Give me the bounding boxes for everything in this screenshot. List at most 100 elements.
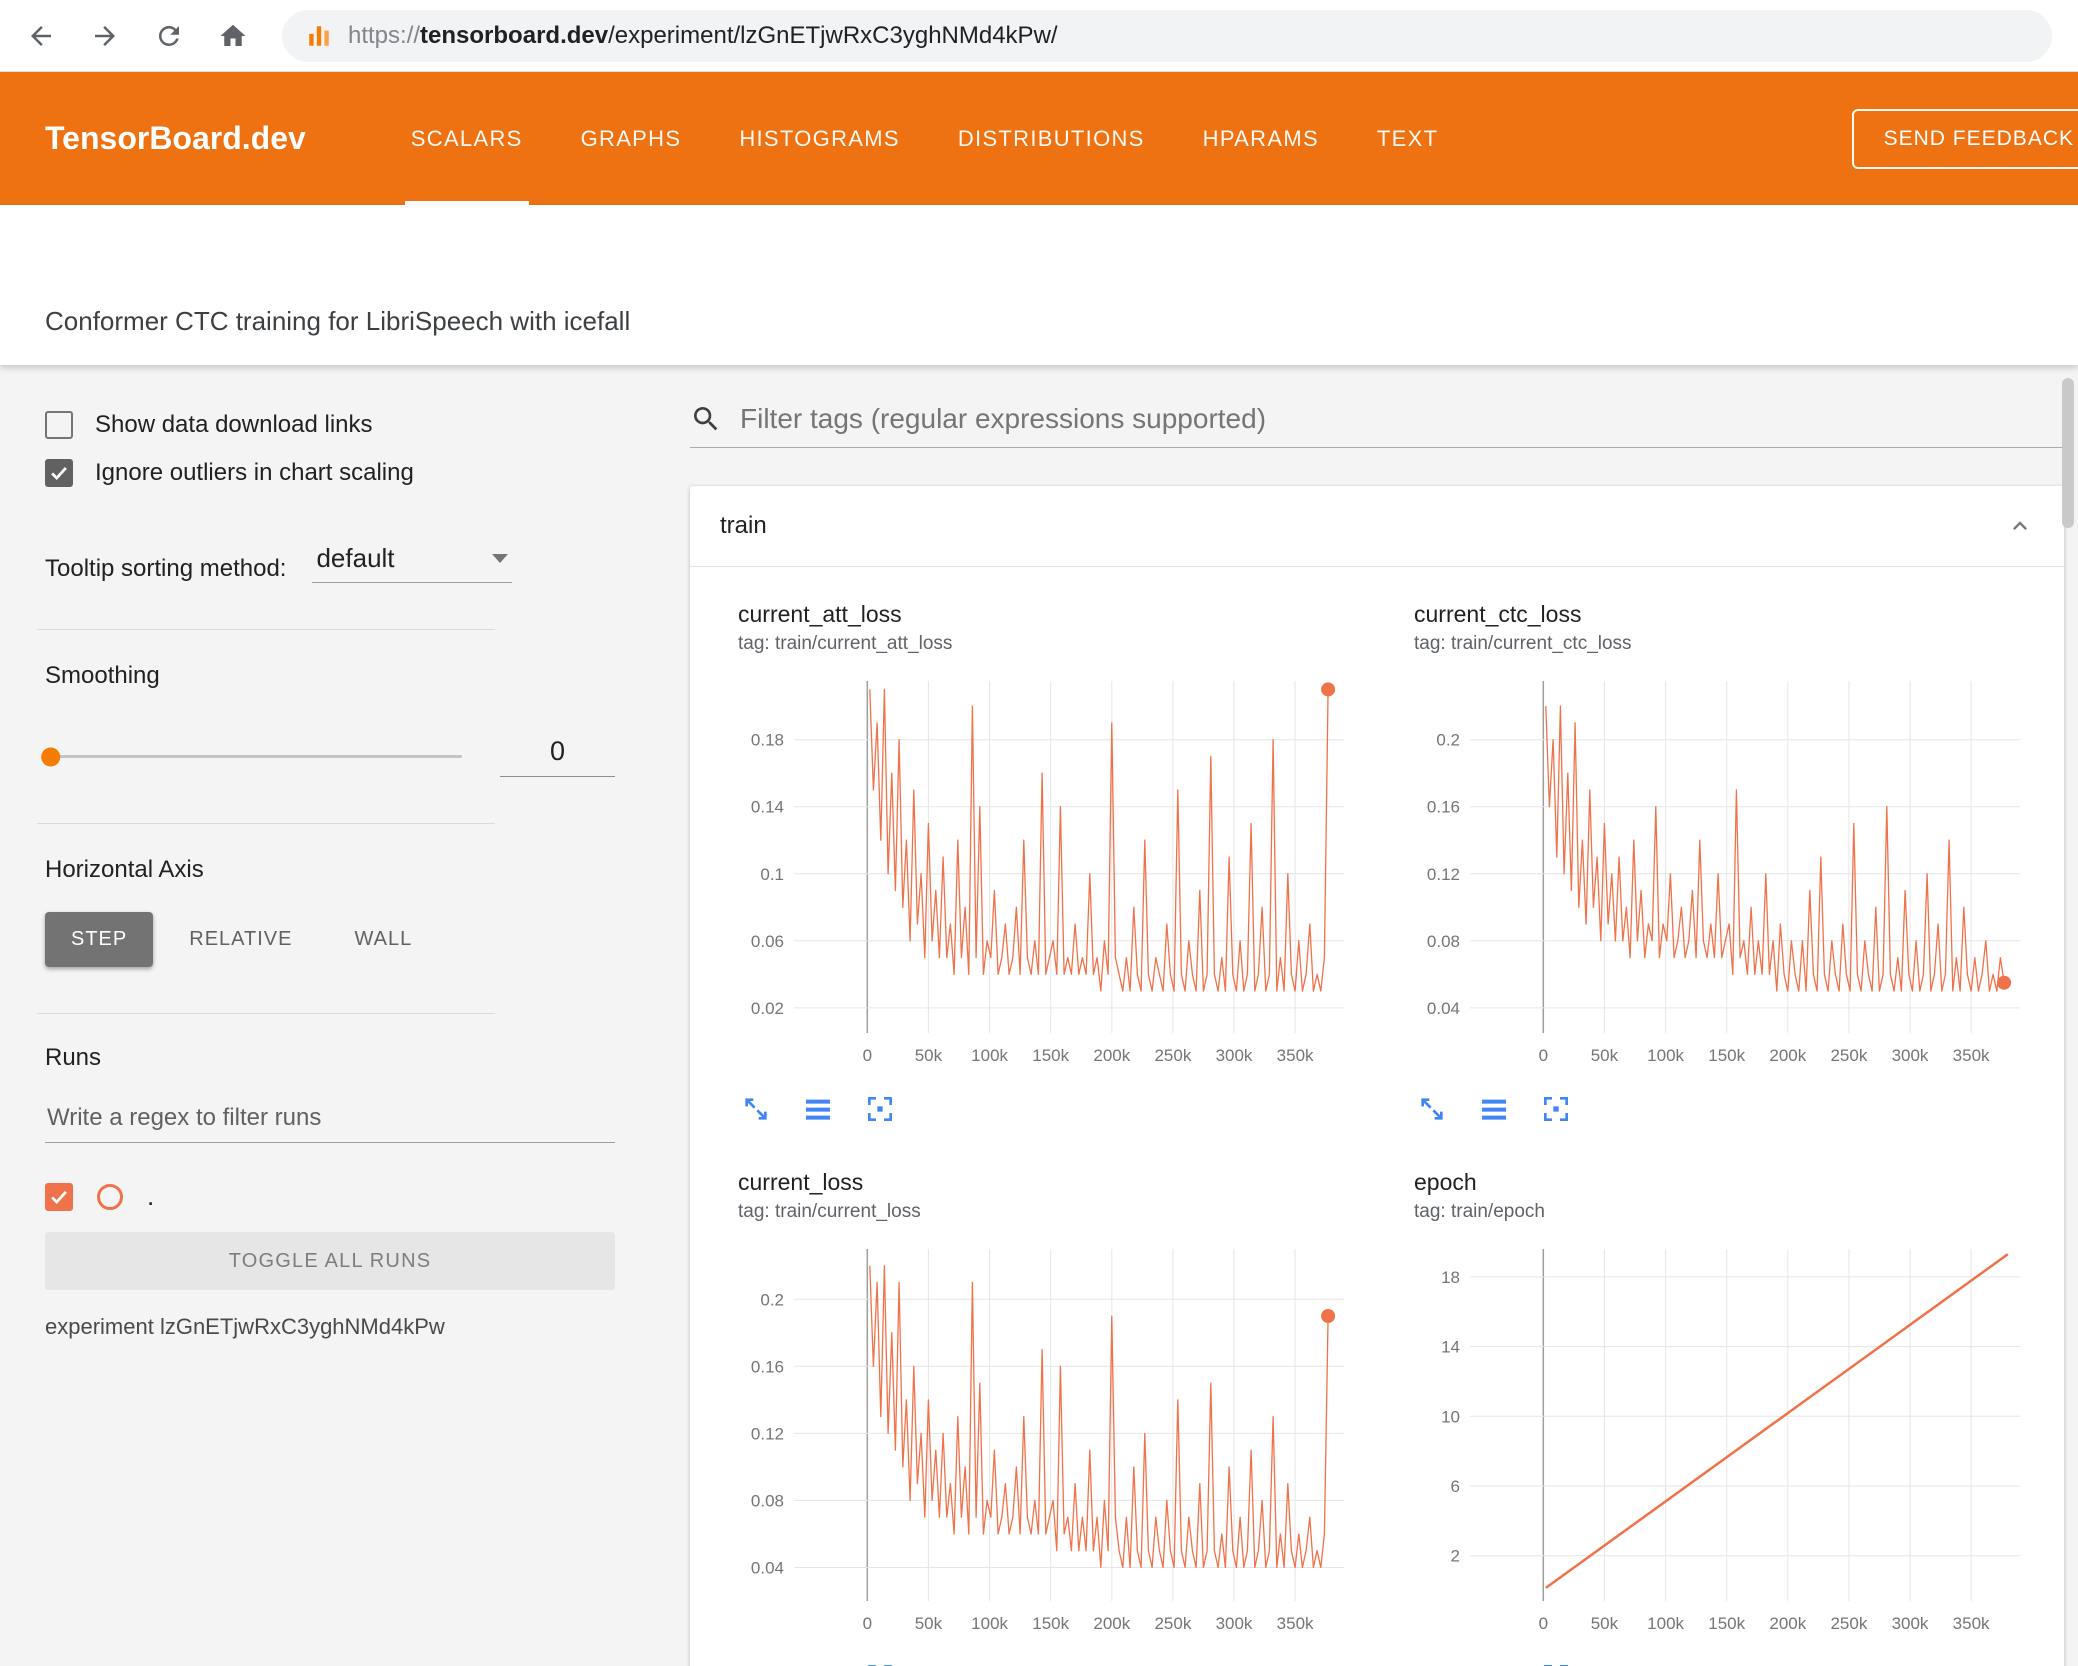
axis-wall-button[interactable]: WALL (328, 912, 438, 967)
divider (37, 1013, 495, 1014)
tab-histograms[interactable]: HISTOGRAMS (739, 125, 900, 151)
search-icon (690, 403, 722, 435)
svg-text:350k: 350k (1277, 1046, 1314, 1065)
svg-text:0.06: 0.06 (751, 932, 784, 951)
main-nav: SCALARS GRAPHS HISTOGRAMS DISTRIBUTIONS … (404, 72, 1439, 205)
tab-graphs[interactable]: GRAPHS (580, 125, 682, 151)
svg-text:50k: 50k (915, 1614, 943, 1633)
svg-text:350k: 350k (1953, 1614, 1990, 1633)
app-brand[interactable]: TensorBoard.dev (45, 120, 306, 156)
show-download-links-option[interactable]: Show data download links (45, 411, 615, 439)
chart-cell-current-att-loss: current_att_loss tag: train/current_att_… (718, 583, 1358, 1125)
runs-filter-input[interactable] (45, 1098, 615, 1143)
run-checkbox-icon[interactable] (45, 1182, 73, 1211)
tab-distributions[interactable]: DISTRIBUTIONS (957, 125, 1145, 151)
charts-grid: current_att_loss tag: train/current_att_… (690, 567, 2064, 1666)
tab-scalars[interactable]: SCALARS (404, 72, 529, 205)
tab-hparams[interactable]: HPARAMS (1202, 125, 1319, 151)
horizontal-axis-label: Horizontal Axis (45, 856, 204, 883)
url-scheme: https:// (348, 21, 421, 49)
chart-title: current_loss (738, 1169, 864, 1195)
svg-text:0.04: 0.04 (1427, 999, 1460, 1018)
svg-text:150k: 150k (1708, 1046, 1745, 1065)
collapse-section-icon[interactable] (2006, 512, 2034, 540)
content: Show data download links Ignore outliers… (0, 365, 2078, 1666)
tag-filter-row (690, 403, 2064, 448)
home-icon[interactable] (218, 21, 248, 51)
expand-chart-icon[interactable] (740, 1093, 772, 1125)
tab-text[interactable]: TEXT (1376, 125, 1439, 151)
svg-text:250k: 250k (1830, 1614, 1867, 1633)
fit-domain-icon[interactable] (864, 1661, 896, 1666)
train-section-header[interactable]: train (690, 486, 2064, 567)
svg-text:0.16: 0.16 (1427, 798, 1460, 817)
send-feedback-button[interactable]: SEND FEEDBACK (1851, 108, 2078, 169)
chart-plot-current-ctc-loss[interactable]: 0 50k 100k 150k 200k 250k 300k 350k 0.04 0.08 0.12… (1394, 673, 2034, 1073)
svg-text:350k: 350k (1277, 1614, 1314, 1633)
svg-text:50k: 50k (915, 1046, 943, 1065)
ignore-outliers-option[interactable]: Ignore outliers in chart scaling (45, 459, 615, 487)
chart-plot-epoch[interactable]: 0 50k 100k 150k 200k 250k 300k 350k 2 6 10 14 18 (1394, 1241, 2034, 1641)
run-color-circle-icon (97, 1183, 123, 1210)
runs-label: Runs (45, 1044, 102, 1071)
log-scale-icon[interactable] (1478, 1093, 1510, 1125)
expand-chart-icon[interactable] (1416, 1661, 1448, 1666)
svg-text:0.2: 0.2 (1436, 731, 1460, 750)
show-download-links-checkbox-icon[interactable] (45, 411, 73, 439)
svg-text:100k: 100k (1647, 1614, 1684, 1633)
experiment-id: experiment lzGnETjwRxC3yghNMd4kPw (45, 1314, 445, 1339)
divider (37, 629, 495, 630)
svg-text:0: 0 (863, 1046, 872, 1065)
fit-domain-icon[interactable] (1540, 1093, 1572, 1125)
toggle-all-runs-button[interactable]: TOGGLE ALL RUNS (45, 1232, 615, 1290)
chart-title: epoch (1414, 1169, 1477, 1195)
ignore-outliers-checkbox-icon[interactable] (45, 459, 73, 487)
svg-text:100k: 100k (971, 1614, 1008, 1633)
svg-text:0: 0 (863, 1614, 872, 1633)
run-row[interactable]: . (45, 1181, 615, 1212)
app-header: TensorBoard.dev SCALARS GRAPHS HISTOGRAM… (0, 72, 2078, 205)
experiment-title-bar: Conformer CTC training for LibriSpeech w… (0, 205, 2078, 365)
svg-text:300k: 300k (1216, 1614, 1253, 1633)
url-path: /experiment/lzGnETjwRxC3yghNMd4kPw/ (608, 21, 1058, 49)
tooltip-sorting-value: default (316, 543, 395, 573)
smoothing-slider-thumb[interactable] (41, 747, 61, 766)
chart-plot-current-att-loss[interactable]: 0 50k 100k 150k 200k 250k 300k 350k 0.02 0.06 0.1 0… (718, 673, 1358, 1073)
svg-text:100k: 100k (1647, 1046, 1684, 1065)
svg-text:18: 18 (1441, 1268, 1460, 1287)
dropdown-caret-icon (492, 554, 509, 563)
fit-domain-icon[interactable] (864, 1093, 896, 1125)
scrollbar-thumb[interactable] (2062, 378, 2074, 528)
forward-icon[interactable] (90, 21, 120, 51)
tooltip-sorting-select[interactable]: default (312, 543, 513, 583)
svg-text:0.12: 0.12 (1427, 865, 1460, 884)
ignore-outliers-label: Ignore outliers in chart scaling (95, 459, 414, 486)
svg-text:2: 2 (1451, 1547, 1460, 1566)
svg-text:150k: 150k (1708, 1614, 1745, 1633)
chart-cell-epoch: epoch tag: train/epoch 0 50k 100k 150k 200k 2… (1394, 1151, 2034, 1666)
scalars-main: train current_att_loss tag: train/curren… (645, 365, 2078, 1666)
fit-domain-icon[interactable] (1540, 1661, 1572, 1666)
svg-text:0.12: 0.12 (751, 1424, 784, 1443)
log-scale-icon[interactable] (1478, 1661, 1510, 1666)
smoothing-slider[interactable] (41, 747, 462, 766)
axis-step-button[interactable]: STEP (45, 912, 154, 967)
smoothing-value-field[interactable]: 0 (500, 736, 615, 777)
tag-filter-input[interactable] (740, 403, 2064, 435)
svg-text:6: 6 (1451, 1477, 1460, 1496)
reload-icon[interactable] (154, 21, 184, 51)
back-icon[interactable] (26, 21, 56, 51)
url-host: tensorboard.dev (420, 21, 609, 49)
svg-text:0.16: 0.16 (751, 1357, 784, 1376)
svg-text:0: 0 (1539, 1046, 1548, 1065)
axis-relative-button[interactable]: RELATIVE (163, 912, 318, 967)
log-scale-icon[interactable] (802, 1661, 834, 1666)
svg-text:250k: 250k (1154, 1046, 1191, 1065)
expand-chart-icon[interactable] (1416, 1093, 1448, 1125)
url-bar[interactable]: https://tensorboard.dev/experiment/lzGnE… (282, 9, 2052, 62)
chart-plot-current-loss[interactable]: 0 50k 100k 150k 200k 250k 300k 350k 0.04 0.08 0.12… (718, 1241, 1358, 1641)
svg-text:14: 14 (1441, 1338, 1460, 1357)
chart-cell-current-loss: current_loss tag: train/current_loss 0 50… (718, 1151, 1358, 1666)
expand-chart-icon[interactable] (740, 1661, 772, 1666)
log-scale-icon[interactable] (802, 1093, 834, 1125)
